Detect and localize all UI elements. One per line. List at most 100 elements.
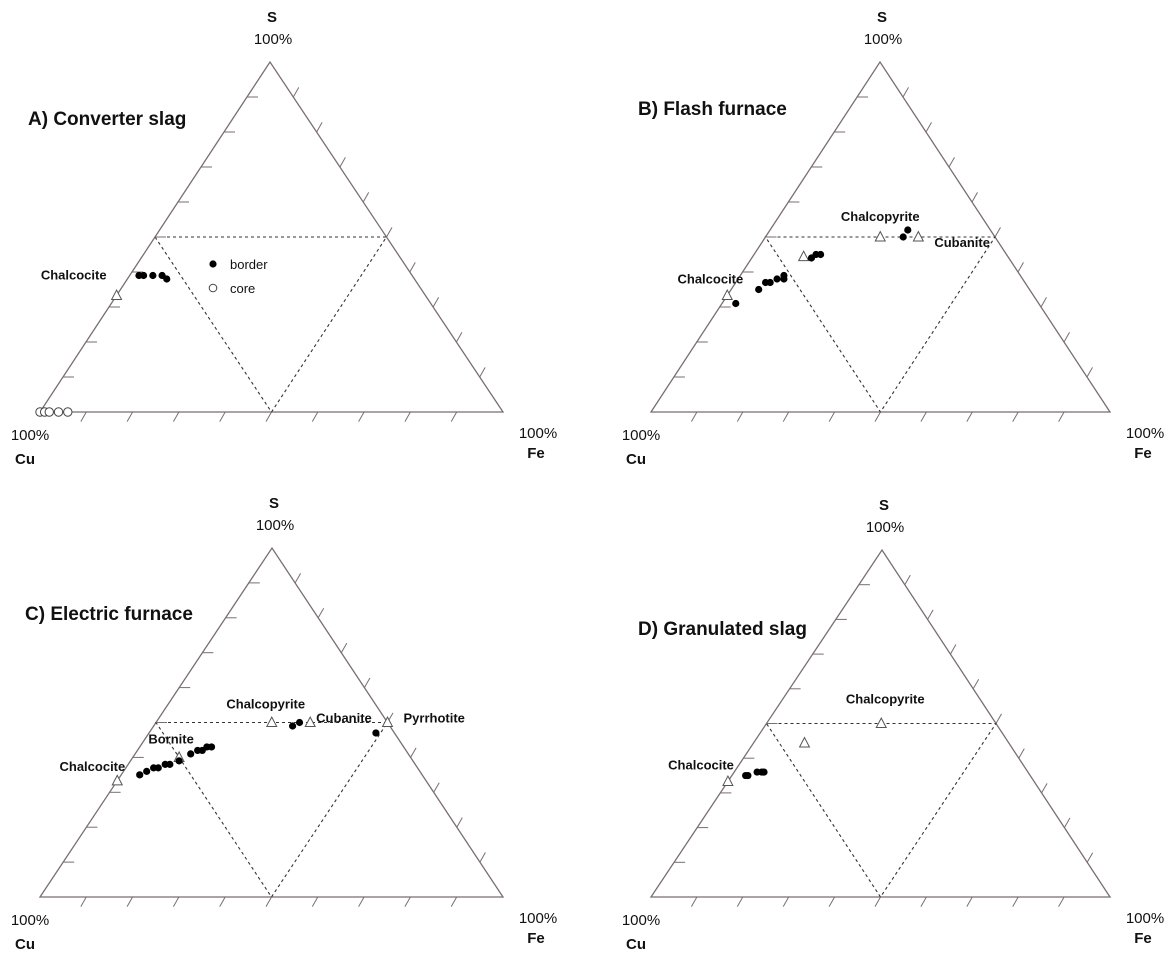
tick-mark	[1086, 367, 1093, 378]
tick-mark	[1063, 332, 1070, 343]
apex-label-cu: Cu	[626, 936, 646, 953]
panel-title: D) Granulated slag	[638, 619, 807, 640]
apex-label-s: S	[267, 9, 277, 26]
mineral-marker	[265, 716, 278, 728]
legend-label-core: core	[230, 281, 255, 296]
tick-mark	[265, 896, 272, 907]
mineral-label-cubanite: Cubanite	[316, 711, 372, 726]
tick-mark	[404, 896, 411, 907]
tick-mark	[316, 122, 323, 133]
legend-marker-core	[208, 283, 218, 293]
apex-percent-fe: 100%	[519, 910, 557, 927]
tick-mark	[479, 852, 486, 863]
apex-percent-fe: 100%	[1126, 425, 1164, 442]
data-point-border	[817, 250, 825, 259]
tick-mark	[311, 411, 319, 422]
data-point-border	[372, 729, 380, 737]
tick-mark	[432, 297, 440, 308]
tick-mark	[971, 192, 978, 203]
tick-mark	[409, 262, 416, 273]
apex-label-cu: Cu	[15, 451, 35, 468]
tick-mark	[782, 896, 790, 907]
tick-mark	[927, 609, 934, 620]
data-point-border	[154, 764, 162, 772]
tick-mark	[219, 896, 226, 907]
mineral-label-chalcopyrite: Chalcopyrite	[846, 692, 925, 707]
tick-mark	[1012, 411, 1019, 422]
legend-label-border: border	[230, 257, 268, 272]
tick-mark	[966, 411, 973, 422]
tick-mark	[450, 896, 458, 907]
mineral-marker	[722, 774, 734, 786]
tick-mark	[948, 157, 955, 168]
mineral-marker	[797, 250, 810, 262]
reference-triangle	[154, 721, 389, 898]
apex-percent-cu: 100%	[622, 427, 660, 444]
tick-mark	[265, 411, 272, 422]
panel-title: B) Flash furnace	[638, 99, 787, 120]
mineral-label-chalcocite: Chalcocite	[41, 267, 107, 282]
mineral-label-chalcocite: Chalcocite	[60, 759, 126, 774]
tick-mark	[358, 411, 365, 422]
panel-a-converter-slag: S 100% 100% Cu 100% Fe A) Converter slag Chalco…	[11, 9, 557, 468]
tick-mark	[925, 122, 932, 133]
mineral-marker	[304, 716, 316, 728]
mineral-label-chalcopyrite: Chalcopyrite	[226, 697, 305, 712]
tick-mark	[172, 896, 180, 907]
tick-mark	[1041, 783, 1048, 794]
tick-mark	[363, 677, 371, 688]
tick-mark	[1063, 817, 1071, 828]
mineral-label-bornite: Bornite	[148, 731, 194, 746]
mineral-marker	[111, 774, 124, 786]
tick-mark	[172, 411, 180, 422]
data-point-border	[149, 271, 157, 280]
tick-mark	[949, 644, 957, 655]
tick-mark	[311, 896, 319, 907]
tick-mark	[874, 411, 881, 422]
data-point-core	[63, 407, 73, 417]
tick-mark	[340, 642, 348, 653]
mineral-marker	[110, 288, 123, 300]
data-point-border	[136, 771, 144, 779]
panel-c-electric-furnace: S 100% 100% Cu 100% Fe C) Electric furnace Chal…	[11, 495, 557, 953]
tick-mark	[828, 896, 836, 907]
tick-mark	[339, 157, 346, 168]
mineral-marker	[381, 716, 394, 728]
mineral-marker	[798, 736, 811, 748]
data-point-border	[760, 768, 768, 776]
tick-mark	[450, 411, 458, 422]
mineral-label-cubanite: Cubanite	[934, 235, 990, 250]
data-point-border	[295, 718, 304, 727]
apex-label-fe: Fe	[1134, 445, 1152, 462]
panel-b-flash-furnace: S 100% 100% Cu 100% Fe B) Flash furnace Chalcoc…	[622, 9, 1164, 468]
tick-mark	[920, 411, 927, 422]
apex-label-s: S	[269, 495, 279, 512]
data-point-core	[53, 407, 64, 417]
mineral-marker	[875, 717, 888, 729]
tick-mark	[828, 411, 836, 422]
mineral-marker	[912, 230, 925, 242]
tick-mark	[292, 87, 300, 98]
panel-title: A) Converter slag	[28, 109, 186, 130]
data-point-border	[143, 767, 151, 775]
tick-mark	[126, 411, 134, 422]
tick-mark	[294, 573, 302, 584]
tick-mark	[433, 782, 440, 793]
panel-title: C) Electric furnace	[25, 604, 193, 625]
tick-mark	[126, 896, 134, 907]
tick-mark	[966, 896, 973, 907]
tick-mark	[782, 411, 790, 422]
apex-percent-s: 100%	[256, 517, 294, 534]
mineral-label-chalcocite: Chalcocite	[678, 271, 744, 286]
data-point-border	[755, 285, 763, 294]
reference-triangle	[765, 722, 998, 898]
apex-percent-cu: 100%	[11, 427, 49, 444]
data-point-core	[44, 407, 54, 417]
apex-label-cu: Cu	[15, 936, 35, 953]
data-point-border	[904, 226, 912, 234]
data-point-border	[166, 760, 174, 768]
data-point-border	[780, 275, 788, 283]
reference-triangle	[764, 236, 997, 414]
tick-mark	[972, 678, 980, 690]
